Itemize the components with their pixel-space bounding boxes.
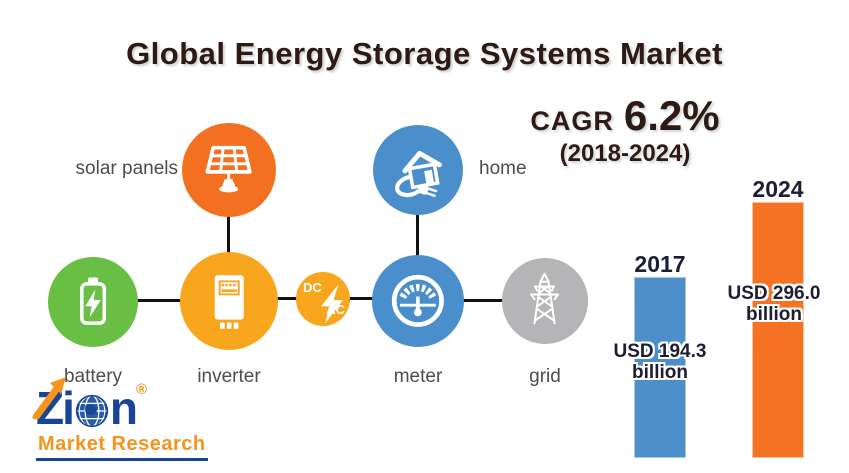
connector-inverter-dcac	[276, 297, 299, 300]
label-grid: grid	[529, 366, 561, 387]
globe-icon	[75, 394, 109, 428]
label-solar-panels: solar panels	[75, 158, 178, 179]
node-battery	[48, 257, 138, 347]
connector-battery-inverter	[137, 299, 182, 302]
transmission-tower-icon	[530, 273, 560, 325]
cagr-label: CAGR	[530, 106, 614, 136]
cagr-value: 6.2%	[623, 92, 720, 139]
label-meter: meter	[393, 366, 443, 387]
house-plug-icon	[395, 150, 442, 198]
solar-panel-icon	[205, 146, 253, 193]
logo-subtitle: Market Research	[36, 433, 208, 461]
bar-value-2017: USD 194.3 billion	[613, 341, 707, 383]
gauge-icon	[391, 274, 445, 328]
label-home: home	[479, 158, 527, 179]
node-grid	[502, 258, 588, 344]
page-title: Global Energy Storage Systems Market	[126, 36, 723, 71]
node-inverter	[180, 252, 278, 350]
cagr-block: CAGR 6.2% (2018-2024)	[495, 92, 755, 168]
dc-label: DC	[303, 280, 322, 295]
node-solar-panels	[182, 123, 276, 217]
connector-meter-grid	[462, 299, 504, 302]
bar-year-2017: 2017	[634, 251, 686, 277]
node-meter	[372, 255, 464, 347]
connector-home-meter	[416, 214, 419, 256]
bar-value-2024: USD 296.0 billion	[727, 283, 821, 325]
battery-icon	[80, 277, 106, 325]
inverter-icon	[214, 275, 244, 329]
bar-2017	[634, 277, 686, 458]
logo-arrow-icon	[32, 377, 66, 419]
bar-2024	[752, 202, 804, 458]
connector-solar-inverter	[227, 216, 230, 254]
label-inverter: inverter	[197, 366, 261, 387]
node-home	[373, 125, 463, 215]
bar-year-2024: 2024	[752, 176, 804, 202]
zion-logo: Zi n ® Market Research	[32, 377, 208, 461]
logo-brand-suffix: n	[109, 382, 138, 434]
registered-trademark: ®	[136, 381, 148, 398]
node-dc-ac: DC AC	[296, 272, 350, 326]
connector-dcac-meter	[347, 297, 374, 300]
lightning-bolt-icon	[321, 284, 343, 324]
label-battery: battery	[63, 366, 123, 387]
cagr-period: (2018-2024)	[559, 140, 691, 167]
